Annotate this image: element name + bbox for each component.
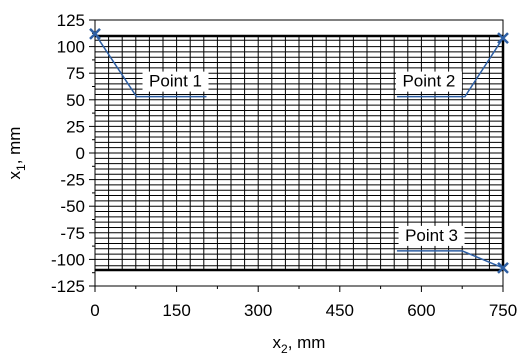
y-tick-label: 0 xyxy=(76,144,85,163)
x-tick-label: 750 xyxy=(489,301,517,320)
point-label-background xyxy=(395,71,462,92)
x-axis-title: x2, mm xyxy=(273,333,326,356)
axes: 0 150 300 450 600 750 125 100 75 50 25 0 -25 -50 -75 -1… xyxy=(51,11,517,320)
x-tick-label: 150 xyxy=(162,301,190,320)
x-tick-label: 300 xyxy=(244,301,272,320)
leader-line xyxy=(94,33,207,98)
y-tick-label: -25 xyxy=(60,171,85,190)
y-axis-title: x1, mm xyxy=(5,127,28,180)
y-tick-label: 125 xyxy=(57,11,85,30)
point-marker xyxy=(497,262,509,274)
y-tick-label: 75 xyxy=(66,64,85,83)
y-tick-label: 50 xyxy=(66,91,85,110)
point-label: Point 1 xyxy=(149,72,202,91)
point-label: Point 2 xyxy=(402,72,455,91)
leader-line xyxy=(396,250,504,269)
y-tick-label: -50 xyxy=(60,197,85,216)
x-tick-label: 600 xyxy=(407,301,435,320)
points-layer: Point 1 Point 2 Point 3 xyxy=(89,27,509,274)
y-tick-label: 25 xyxy=(66,117,85,136)
x-tick-label: 0 xyxy=(90,301,99,320)
y-tick-label: -100 xyxy=(51,250,85,269)
leader-line xyxy=(396,37,504,98)
point-marker xyxy=(497,32,509,44)
x-tick-label: 450 xyxy=(326,301,354,320)
point-label-background xyxy=(398,225,465,246)
point-label-background xyxy=(142,71,209,92)
point-marker xyxy=(89,27,101,40)
y-tick-label: -125 xyxy=(51,277,85,296)
point-label: Point 3 xyxy=(405,226,458,245)
y-tick-label: 100 xyxy=(57,38,85,57)
y-tick-label: -75 xyxy=(60,224,85,243)
